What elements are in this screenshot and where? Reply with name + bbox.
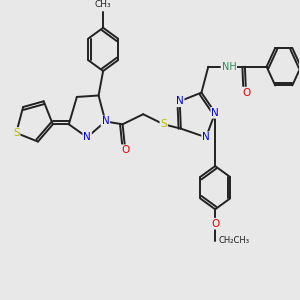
Text: S: S: [13, 128, 20, 138]
Text: S: S: [160, 119, 167, 129]
Text: O: O: [242, 88, 250, 98]
Text: NH: NH: [221, 62, 236, 72]
Text: N: N: [176, 96, 184, 106]
Text: CH₂CH₃: CH₂CH₃: [219, 236, 250, 245]
Text: N: N: [101, 116, 109, 126]
Text: O: O: [211, 219, 219, 229]
Text: CH₃: CH₃: [95, 0, 111, 9]
Text: N: N: [202, 132, 210, 142]
Text: O: O: [121, 145, 129, 155]
Text: N: N: [211, 108, 219, 118]
Text: N: N: [83, 132, 91, 142]
